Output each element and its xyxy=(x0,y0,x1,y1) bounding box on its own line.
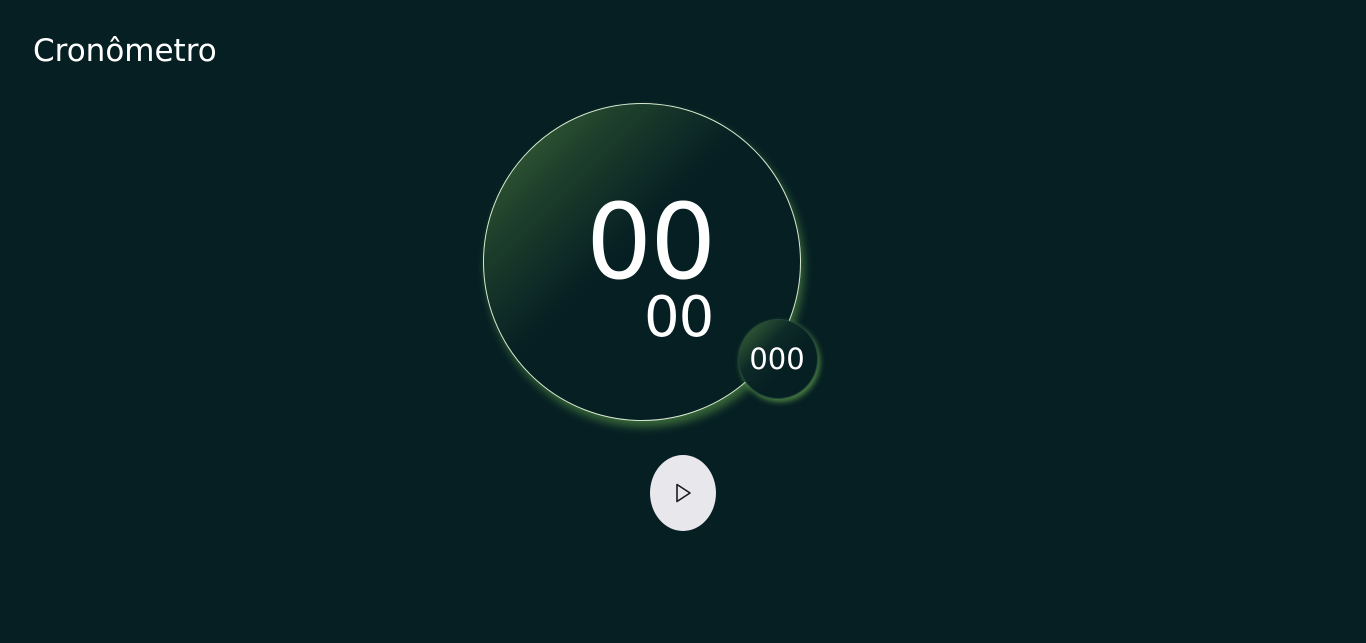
timer-dial xyxy=(483,103,801,421)
minutes-display: 00 xyxy=(644,285,714,350)
seconds-display: 00 xyxy=(586,181,716,303)
milliseconds-badge: 000 xyxy=(738,319,818,399)
play-button[interactable] xyxy=(650,455,716,531)
milliseconds-display: 000 xyxy=(749,342,805,376)
page-title: Cronômetro xyxy=(33,33,217,69)
play-icon xyxy=(676,483,691,503)
